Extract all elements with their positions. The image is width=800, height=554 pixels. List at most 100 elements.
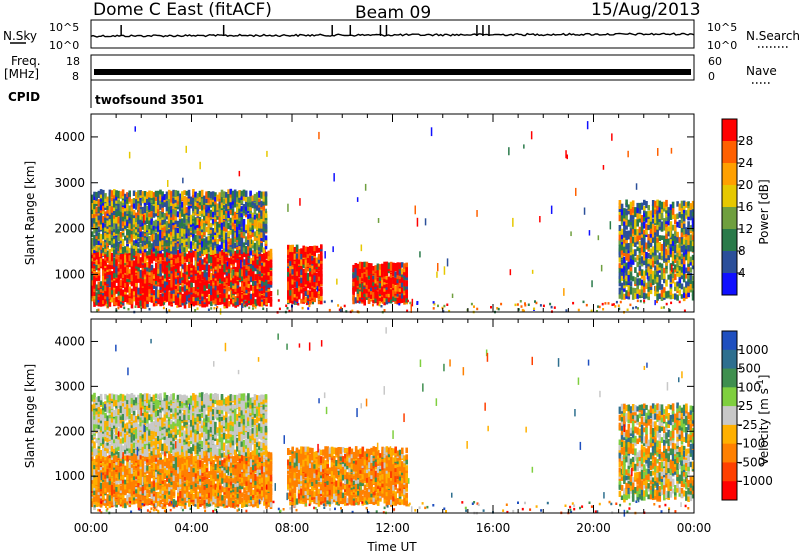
power-echo-cell (223, 279, 226, 286)
power-echo-cell (387, 291, 391, 298)
power-echo-cell (372, 296, 375, 304)
power-ground-echo (590, 309, 593, 313)
power-echo-cell (671, 233, 675, 242)
power-echo-cell (216, 203, 219, 211)
power-echo-cell (219, 285, 222, 293)
power-sparse-echo (231, 270, 233, 278)
power-echo-cell (157, 253, 160, 261)
power-echo-cell (669, 275, 673, 283)
velocity-echo-cell (97, 479, 101, 487)
power-echo-cell (130, 301, 134, 309)
power-echo-cell (663, 240, 666, 248)
power-echo-cell (220, 200, 224, 209)
power-echo-cell (620, 271, 624, 276)
power-echo-cell (95, 206, 98, 213)
velocity-echo-cell (117, 484, 121, 492)
power-echo-cell (631, 276, 635, 282)
power-ground-echo (582, 300, 585, 304)
power-echo-cell (124, 246, 127, 253)
power-echo-cell (121, 279, 125, 287)
power-echo-cell (400, 287, 404, 294)
power-echo-cell (203, 195, 206, 203)
power-echo-cell (128, 226, 131, 233)
power-echo-cell (256, 297, 260, 305)
power-echo-cell (130, 265, 134, 273)
power-echo-cell (95, 260, 98, 265)
power-echo-cell (139, 269, 143, 277)
power-echo-cell (262, 224, 266, 231)
power-echo-cell (656, 268, 659, 275)
power-echo-cell (146, 291, 149, 297)
velocity-echo-cell (110, 457, 114, 465)
power-echo-cell (656, 229, 659, 237)
power-ground-echo (398, 303, 401, 306)
power-echo-cell (689, 276, 693, 284)
nave-label: Nave (746, 64, 777, 78)
power-echo-cell (154, 246, 158, 253)
power-ground-echo (516, 303, 519, 306)
power-echo-cell (154, 219, 158, 227)
power-ground-echo (432, 301, 435, 304)
velocity-echo-cell (97, 462, 101, 468)
power-echo-cell (108, 238, 112, 246)
power-echo-cell (643, 286, 646, 293)
power-echo-cell (135, 249, 138, 257)
power-echo-cell (124, 295, 127, 302)
power-echo-cell (651, 210, 655, 216)
velocity-echo-cell (91, 471, 94, 477)
power-echo-cell (317, 253, 321, 260)
power-echo-cell (119, 214, 123, 222)
power-echo-cell (258, 232, 261, 241)
power-echo-cell (245, 258, 248, 265)
power-echo-cell (130, 208, 134, 215)
power-echo-cell (256, 284, 260, 290)
power-echo-cell (315, 272, 319, 280)
power-echo-cell (219, 291, 222, 299)
power-echo-cell (220, 210, 224, 217)
power-echo-cell (183, 206, 186, 214)
power-echo-cell (240, 220, 244, 227)
power-echo-cell (106, 196, 109, 202)
power-echo-cell (660, 289, 664, 297)
power-ground-echo (358, 301, 361, 304)
power-echo-cell (102, 263, 105, 270)
power-echo-cell (636, 234, 639, 242)
power-echo-cell (647, 211, 650, 217)
power-echo-cell (245, 276, 248, 284)
power-echo-cell (106, 238, 109, 244)
power-echo-cell (203, 257, 207, 263)
power-ground-echo (637, 307, 639, 310)
power-echo-cell (242, 219, 246, 226)
power-echo-cell (225, 218, 228, 225)
power-echo-cell (187, 228, 191, 233)
power-echo-cell (161, 281, 165, 288)
power-echo-cell (629, 257, 633, 265)
velocity-echo-cell (104, 455, 107, 461)
power-echo-cell (117, 277, 121, 284)
power-echo-cell (264, 237, 268, 244)
power-echo-cell (119, 286, 123, 292)
power-echo-cell (236, 251, 240, 259)
power-echo-cell (682, 214, 686, 222)
power-echo-cell (258, 229, 261, 235)
power-ground-echo (252, 307, 254, 310)
power-echo-cell (196, 281, 200, 288)
power-sparse-echo (646, 272, 649, 280)
power-echo-cell (398, 285, 402, 292)
power-echo-cell (389, 261, 393, 267)
power-echo-cell (365, 282, 369, 290)
power-echo-cell (159, 189, 162, 195)
power-echo-cell (627, 219, 631, 227)
power-echo-cell (367, 296, 371, 304)
power-echo-cell (665, 279, 668, 287)
power-echo-cell (291, 264, 294, 270)
power-echo-cell (221, 257, 224, 264)
power-echo-cell (113, 236, 116, 244)
power-echo-cell (649, 221, 653, 229)
power-echo-cell (685, 235, 688, 240)
power-echo-cell (110, 190, 114, 198)
power-echo-cell (135, 289, 138, 296)
power-echo-cell (143, 255, 147, 264)
power-echo-cell (207, 236, 211, 241)
power-echo-cell (187, 189, 191, 198)
